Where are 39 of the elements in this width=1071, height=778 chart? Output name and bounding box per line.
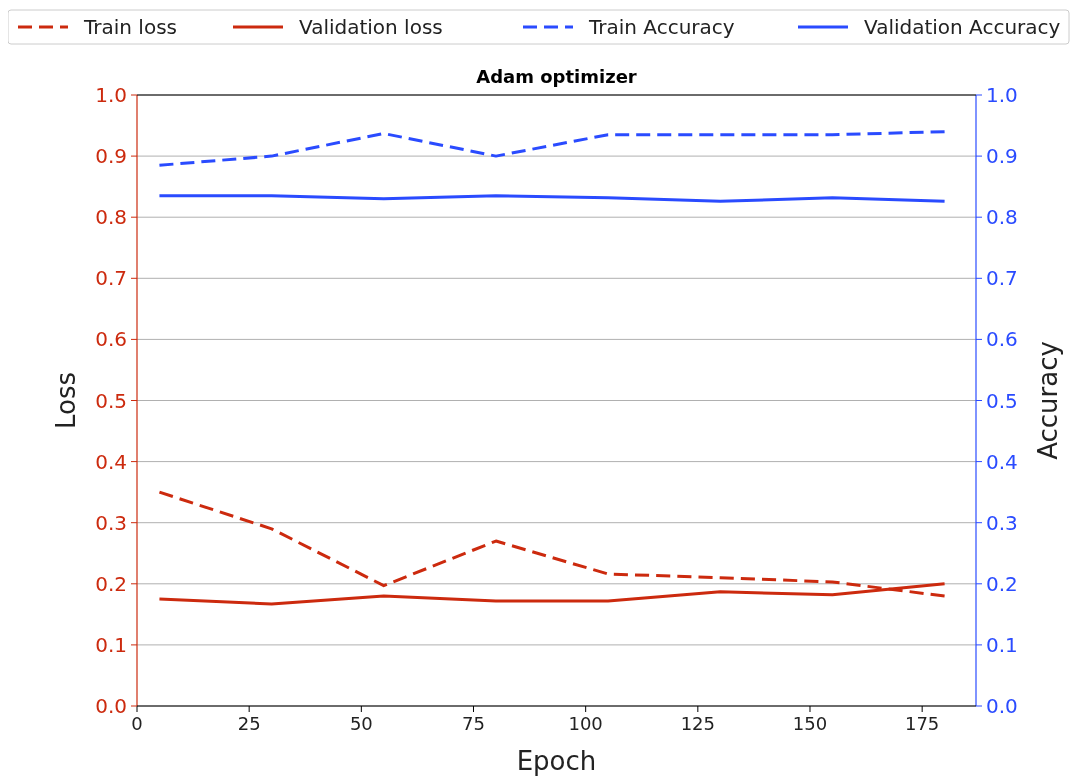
x-tick-label: 150 — [792, 713, 828, 734]
y2-tick-label: 0.6 — [986, 327, 1018, 352]
y-tick-label: 0.0 — [95, 694, 127, 718]
x-tick-label: 50 — [349, 713, 373, 734]
y-axis-title: Loss — [51, 371, 81, 430]
legend-label: Validation Accuracy — [864, 15, 1061, 39]
legend-label: Train Accuracy — [588, 15, 735, 39]
x-tick-label: 0 — [131, 713, 143, 734]
y2-tick-label: 1.0 — [986, 83, 1018, 107]
y-tick-label: 0.7 — [95, 266, 127, 291]
y-tick-label: 0.4 — [95, 449, 127, 474]
y-tick-label: 0.6 — [95, 327, 127, 352]
y2-tick-label: 0.1 — [986, 632, 1018, 657]
y2-tick-label: 0.4 — [986, 449, 1018, 474]
x-tick-label: 100 — [568, 713, 603, 734]
y-tick-label: 0.2 — [95, 571, 127, 596]
y-tick-label: 0.5 — [95, 388, 127, 413]
x-axis-title: Epoch — [516, 746, 597, 776]
y2-tick-label: 0.9 — [986, 144, 1018, 169]
y2-axis-title: Accuracy — [1033, 341, 1063, 460]
y2-tick-label: 0.7 — [986, 266, 1018, 291]
x-tick-label: 175 — [904, 713, 940, 734]
x-tick-label: 75 — [462, 713, 485, 734]
y-tick-label: 1.0 — [95, 83, 127, 107]
x-tick-label: 25 — [237, 713, 261, 734]
y2-tick-label: 0.8 — [986, 205, 1018, 230]
x-tick-label: 125 — [680, 713, 716, 734]
y-tick-label: 0.9 — [95, 144, 127, 169]
y2-tick-label: 0.3 — [986, 510, 1018, 535]
legend-label: Validation loss — [299, 15, 443, 39]
line-series — [157, 130, 947, 167]
chart-title: Adam optimizer — [476, 66, 637, 87]
y2-tick-label: 0.2 — [986, 571, 1018, 596]
legend-label: Train loss — [83, 15, 177, 39]
y2-tick-label: 0.5 — [986, 388, 1018, 413]
y-tick-label: 0.3 — [95, 510, 127, 535]
y-tick-label: 0.1 — [95, 632, 127, 657]
y-tick-label: 0.8 — [95, 205, 127, 230]
y2-tick-label: 0.0 — [986, 694, 1018, 718]
